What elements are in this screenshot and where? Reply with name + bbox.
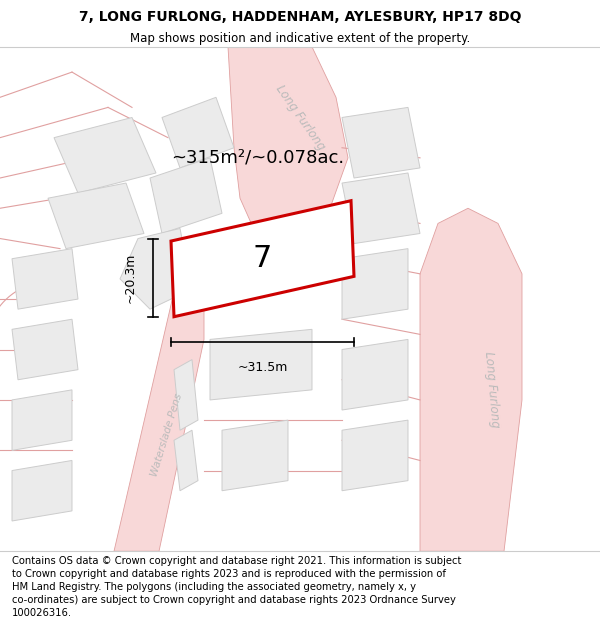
Polygon shape [114, 279, 204, 551]
Text: to Crown copyright and database rights 2023 and is reproduced with the permissio: to Crown copyright and database rights 2… [12, 569, 446, 579]
Polygon shape [222, 420, 288, 491]
Polygon shape [54, 118, 156, 193]
Text: Waterslade Pens: Waterslade Pens [149, 392, 184, 478]
Polygon shape [228, 47, 348, 239]
Text: 7, LONG FURLONG, HADDENHAM, AYLESBURY, HP17 8DQ: 7, LONG FURLONG, HADDENHAM, AYLESBURY, H… [79, 10, 521, 24]
Polygon shape [48, 183, 144, 249]
Polygon shape [342, 249, 408, 319]
Polygon shape [120, 229, 192, 309]
Polygon shape [12, 249, 78, 309]
Polygon shape [12, 319, 78, 380]
Text: Contains OS data © Crown copyright and database right 2021. This information is : Contains OS data © Crown copyright and d… [12, 556, 461, 566]
Text: co-ordinates) are subject to Crown copyright and database rights 2023 Ordnance S: co-ordinates) are subject to Crown copyr… [12, 595, 456, 605]
Polygon shape [12, 461, 72, 521]
Polygon shape [171, 201, 354, 317]
Polygon shape [210, 329, 312, 400]
Polygon shape [12, 390, 72, 451]
Text: Map shows position and indicative extent of the property.: Map shows position and indicative extent… [130, 32, 470, 45]
Polygon shape [174, 430, 198, 491]
Text: HM Land Registry. The polygons (including the associated geometry, namely x, y: HM Land Registry. The polygons (includin… [12, 582, 416, 592]
Text: 100026316.: 100026316. [12, 608, 72, 618]
Polygon shape [174, 359, 198, 430]
Polygon shape [420, 208, 522, 551]
Polygon shape [162, 98, 234, 168]
Polygon shape [342, 420, 408, 491]
Text: ~315m²/~0.078ac.: ~315m²/~0.078ac. [172, 149, 344, 167]
Text: ~31.5m: ~31.5m [238, 361, 287, 374]
Polygon shape [342, 339, 408, 410]
Text: 7: 7 [253, 244, 272, 273]
Text: ~20.3m: ~20.3m [124, 253, 137, 303]
Polygon shape [342, 107, 420, 178]
Text: Long Furlong: Long Furlong [482, 351, 502, 429]
Polygon shape [150, 158, 222, 234]
Text: Long Furlong: Long Furlong [273, 82, 327, 152]
Polygon shape [342, 173, 420, 244]
